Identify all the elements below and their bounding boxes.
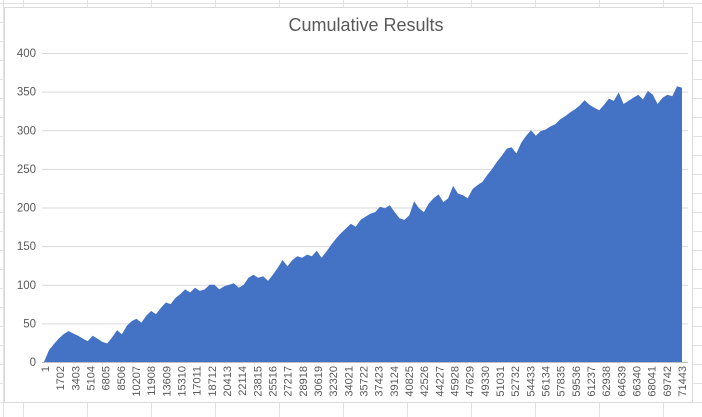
x-axis-tick-label: 10207 (131, 366, 143, 397)
x-axis-tick-label: 6805 (101, 366, 113, 390)
x-axis-tick-label: 49330 (480, 366, 492, 397)
x-axis-tick-label: 39124 (389, 366, 401, 397)
x-axis-tick-label: 42526 (419, 366, 431, 397)
x-axis-tick-label: 18712 (207, 366, 219, 397)
x-axis-tick-label: 13609 (161, 366, 173, 397)
x-axis-tick-label: 32320 (328, 366, 340, 397)
x-axis-tick-label: 8506 (116, 366, 128, 390)
x-axis-tick-label: 17011 (192, 366, 204, 396)
x-axis-tick-label: 64639 (616, 366, 628, 397)
x-axis-tick-label: 69742 (662, 366, 674, 397)
x-axis-tick-label: 54433 (525, 366, 537, 397)
x-axis-tick-label: 57835 (556, 366, 568, 397)
x-axis-tick-label: 15310 (177, 366, 189, 397)
x-axis-tick-label: 1 (40, 366, 52, 372)
x-axis-tick-label: 22114 (237, 366, 249, 396)
x-axis-tick-label: 28918 (298, 366, 310, 397)
x-axis-tick-label: 20413 (222, 366, 234, 397)
y-axis-tick-label: 250 (17, 164, 36, 176)
x-axis-tick-label: 47629 (465, 366, 477, 397)
area-series (44, 86, 682, 362)
x-axis-tick-label: 51031 (495, 366, 507, 397)
x-axis-tick-label: 30619 (313, 366, 325, 397)
x-axis-tick-label: 61237 (586, 366, 598, 397)
x-axis-tick-label: 62938 (601, 366, 613, 397)
x-axis-tick-label: 44227 (434, 366, 446, 397)
x-axis-tick-label: 40825 (404, 366, 416, 397)
x-axis-tick-label: 66340 (632, 366, 644, 397)
x-axis-tick-label: 59536 (571, 366, 583, 397)
x-axis-tick-label: 27217 (283, 366, 295, 397)
y-axis-labels: 0 50 100 150 200 250 300 350 400 (17, 48, 36, 369)
x-axis-tick-label: 35722 (359, 366, 371, 397)
x-axis-labels: 1 1702 3403 5104 6805 8506 10207 11908 13609 1531… (40, 366, 689, 397)
y-axis-tick-label: 400 (17, 48, 36, 60)
x-axis-tick-label: 5104 (86, 366, 98, 390)
x-axis-tick-label: 37423 (374, 366, 386, 397)
x-axis-tick-label: 56134 (541, 366, 553, 397)
y-axis-tick-label: 200 (17, 203, 36, 215)
x-axis-tick-label: 52732 (510, 366, 522, 397)
x-axis-tick-label: 11908 (146, 366, 158, 396)
y-axis-tick-label: 150 (17, 241, 36, 253)
x-axis-tick-label: 23815 (252, 366, 264, 397)
x-axis-tick-label: 71443 (677, 366, 689, 397)
x-axis-tick-label: 45928 (450, 366, 462, 397)
x-axis-tick-label: 1702 (55, 366, 67, 390)
y-axis-tick-label: 100 (17, 280, 36, 292)
x-axis-tick-label: 3403 (70, 366, 82, 390)
x-axis-tick-label: 25516 (268, 366, 280, 397)
chart-title: Cumulative Results (288, 15, 443, 35)
x-axis-tick-label: 34021 (343, 366, 355, 397)
y-axis-tick-label: 0 (30, 357, 36, 369)
y-axis-tick-label: 350 (17, 87, 36, 99)
y-axis-tick-label: 300 (17, 125, 36, 137)
y-axis-tick-label: 50 (23, 318, 36, 330)
x-axis-tick-label: 68041 (647, 366, 659, 397)
